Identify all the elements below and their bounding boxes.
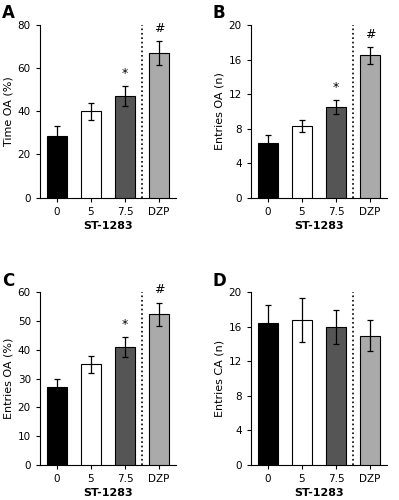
Bar (258, 322, 278, 465)
Text: *: * (122, 318, 128, 331)
Bar (81, 364, 101, 465)
X-axis label: ST-1283: ST-1283 (294, 220, 344, 230)
Text: D: D (213, 272, 227, 289)
Bar (360, 336, 380, 465)
Y-axis label: Time OA (%): Time OA (%) (4, 76, 14, 146)
Bar (360, 55, 380, 198)
Bar (326, 327, 346, 465)
Text: C: C (2, 272, 14, 289)
Bar (81, 112, 101, 198)
Bar (47, 388, 67, 465)
Bar (115, 347, 135, 465)
Text: #: # (365, 28, 375, 40)
Y-axis label: Entries OA (n): Entries OA (n) (214, 72, 225, 150)
Text: #: # (154, 22, 164, 35)
Bar (258, 143, 278, 198)
Text: A: A (2, 4, 15, 22)
Bar (292, 320, 312, 465)
Bar (149, 314, 169, 465)
Bar (326, 107, 346, 198)
Text: *: * (122, 68, 128, 80)
X-axis label: ST-1283
(mg/kg): ST-1283 (mg/kg) (294, 488, 344, 500)
Text: B: B (213, 4, 225, 22)
Bar (115, 96, 135, 198)
X-axis label: ST-1283: ST-1283 (83, 220, 133, 230)
Bar (292, 126, 312, 198)
Y-axis label: Entries OA (%): Entries OA (%) (4, 338, 14, 419)
X-axis label: ST-1283
(mg/kg): ST-1283 (mg/kg) (83, 488, 133, 500)
Text: #: # (154, 284, 164, 296)
Y-axis label: Entries CA (n): Entries CA (n) (214, 340, 225, 417)
Bar (149, 53, 169, 198)
Bar (47, 136, 67, 198)
Text: *: * (333, 81, 339, 94)
